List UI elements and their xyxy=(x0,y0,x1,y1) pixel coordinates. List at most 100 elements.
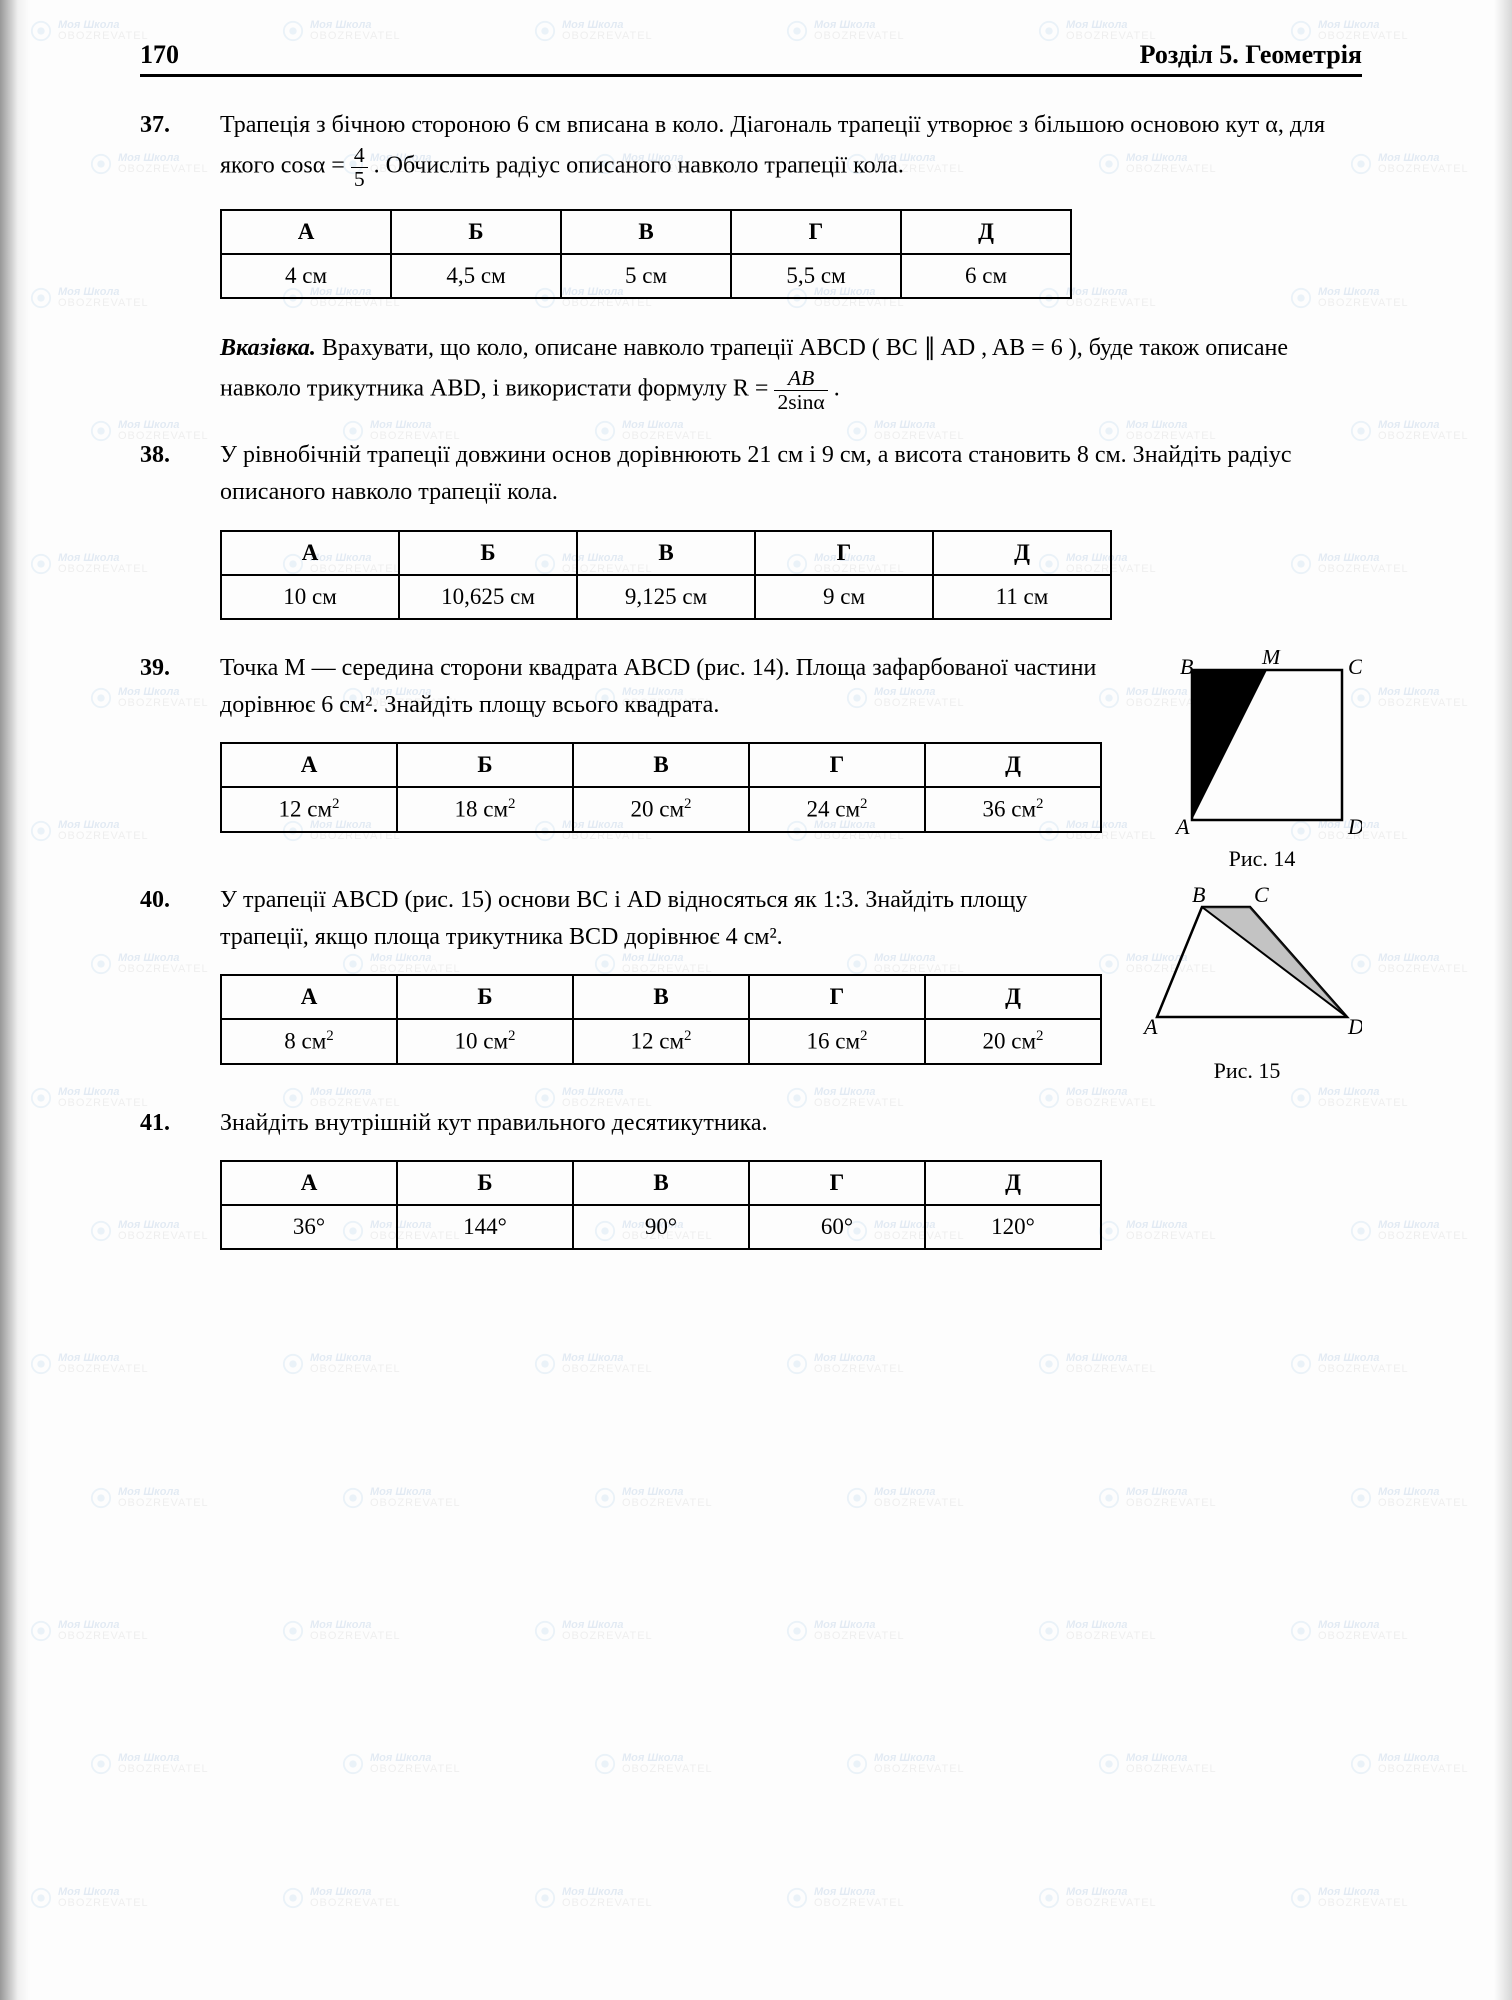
watermark-stamp: Моя ШколаOBOZREVATEL xyxy=(594,1753,713,1775)
answer-header: А xyxy=(221,743,397,787)
problem-text: У трапеції ABCD (рис. 15) основи BC і AD… xyxy=(220,882,1102,956)
watermark-stamp: Моя ШколаOBOZREVATEL xyxy=(90,1753,209,1775)
watermark-stamp: Моя ШколаOBOZREVATEL xyxy=(342,1487,461,1509)
answer-cell: 4 см xyxy=(221,254,391,298)
answer-cell: 10 см xyxy=(221,575,399,619)
problem-text: У рівнобічній трапеції довжини основ дор… xyxy=(220,437,1362,511)
answer-cell: 5 см xyxy=(561,254,731,298)
answer-cell: 10,625 см xyxy=(399,575,577,619)
answer-header: Г xyxy=(755,531,933,575)
answer-header: А xyxy=(221,210,391,254)
answer-header: Г xyxy=(749,1161,925,1205)
frac-num: 4 xyxy=(351,144,368,168)
problem-number: 41. xyxy=(140,1105,196,1142)
watermark-stamp: Моя ШколаOBOZREVATEL xyxy=(534,1620,653,1642)
hint-text: Врахувати, що коло, описане навколо трап… xyxy=(220,335,1288,402)
square-diagram-icon: B M C A D xyxy=(1162,650,1362,840)
answer-header: Д xyxy=(933,531,1111,575)
watermark-stamp: Моя ШколаOBOZREVATEL xyxy=(534,1887,653,1909)
hint-text: . xyxy=(834,376,840,402)
answer-table-37: АБВГД4 см4,5 см5 см5,5 см6 см xyxy=(220,209,1072,299)
problem-38: 38. У рівнобічній трапеції довжини основ… xyxy=(140,437,1362,511)
answer-header: Б xyxy=(397,1161,573,1205)
fraction: 4 5 xyxy=(351,144,368,190)
frac-den: 5 xyxy=(351,168,368,191)
watermark-stamp: Моя ШколаOBOZREVATEL xyxy=(1290,1620,1409,1642)
watermark-stamp: Моя ШколаOBOZREVATEL xyxy=(1350,1487,1469,1509)
answer-header: В xyxy=(561,210,731,254)
watermark-stamp: Моя ШколаOBOZREVATEL xyxy=(90,1487,209,1509)
problem-text: Трапеція з бічною стороною 6 см вписана … xyxy=(220,107,1362,191)
answer-header: Б xyxy=(397,975,573,1019)
text-part: . Обчисліть радіус описаного навколо тра… xyxy=(374,153,904,179)
watermark-stamp: Моя ШколаOBOZREVATEL xyxy=(30,1620,149,1642)
watermark-stamp: Моя ШколаOBOZREVATEL xyxy=(1098,1487,1217,1509)
vertex-label: C xyxy=(1348,654,1362,679)
answer-header: Д xyxy=(925,1161,1101,1205)
problem-number: 37. xyxy=(140,107,196,191)
problem-number: 40. xyxy=(140,882,196,956)
vertex-label: M xyxy=(1261,650,1282,669)
answer-table-39: АБВГД12 см218 см220 см224 см236 см2 xyxy=(220,742,1102,833)
watermark-stamp: Моя ШколаOBOZREVATEL xyxy=(786,1620,905,1642)
vertex-label: B xyxy=(1180,654,1193,679)
vertex-label: D xyxy=(1347,1014,1362,1039)
answer-header: Б xyxy=(391,210,561,254)
answer-cell: 90° xyxy=(573,1205,749,1249)
watermark-stamp: Моя ШколаOBOZREVATEL xyxy=(1350,1753,1469,1775)
problem-text: Точка M — середина сторони квадрата ABCD… xyxy=(220,650,1132,724)
figure-caption: Рис. 14 xyxy=(1162,846,1362,872)
watermark-stamp: Моя ШколаOBOZREVATEL xyxy=(846,1487,965,1509)
answer-cell: 36° xyxy=(221,1205,397,1249)
figure-14: B M C A D Рис. 14 xyxy=(1162,650,1362,872)
problem-40: 40. У трапеції ABCD (рис. 15) основи BC … xyxy=(140,882,1102,956)
answer-header: В xyxy=(573,1161,749,1205)
answer-cell: 144° xyxy=(397,1205,573,1249)
fraction: AB 2sinα xyxy=(774,367,827,413)
answer-header: Д xyxy=(925,975,1101,1019)
answer-cell: 6 см xyxy=(901,254,1071,298)
answer-header: Б xyxy=(399,531,577,575)
watermark-stamp: Моя ШколаOBOZREVATEL xyxy=(1038,1887,1157,1909)
answer-header: Б xyxy=(397,743,573,787)
problem-number: 38. xyxy=(140,437,196,511)
answer-cell: 9,125 см xyxy=(577,575,755,619)
watermark-stamp: Моя ШколаOBOZREVATEL xyxy=(786,1887,905,1909)
answer-header: Г xyxy=(749,975,925,1019)
figure-caption: Рис. 15 xyxy=(1132,1058,1362,1084)
answer-header: Г xyxy=(749,743,925,787)
trapezoid-diagram-icon: B C A D xyxy=(1132,882,1362,1052)
answer-cell: 20 см2 xyxy=(925,1019,1101,1064)
answer-cell: 20 см2 xyxy=(573,787,749,832)
section-title: Розділ 5. Геометрія xyxy=(1140,40,1362,70)
answer-cell: 18 см2 xyxy=(397,787,573,832)
answer-table-38: АБВГД10 см10,625 см9,125 см9 см11 см xyxy=(220,530,1112,620)
problem-39-row: 39. Точка M — середина сторони квадрата … xyxy=(140,650,1362,872)
vertex-label: C xyxy=(1254,882,1269,907)
watermark-stamp: Моя ШколаOBOZREVATEL xyxy=(1290,1887,1409,1909)
answer-cell: 120° xyxy=(925,1205,1101,1249)
answer-header: А xyxy=(221,1161,397,1205)
problem-40-row: 40. У трапеції ABCD (рис. 15) основи BC … xyxy=(140,882,1362,1095)
problem-number: 39. xyxy=(140,650,196,724)
problem-37: 37. Трапеція з бічною стороною 6 см впис… xyxy=(140,107,1362,191)
answer-cell: 9 см xyxy=(755,575,933,619)
page-content: 170 Розділ 5. Геометрія 37. Трапеція з б… xyxy=(0,0,1512,1360)
watermark-stamp: Моя ШколаOBOZREVATEL xyxy=(30,1887,149,1909)
problem-41: 41. Знайдіть внутрішній кут правильного … xyxy=(140,1105,1362,1142)
answer-cell: 60° xyxy=(749,1205,925,1249)
answer-cell: 16 см2 xyxy=(749,1019,925,1064)
watermark-stamp: Моя ШколаOBOZREVATEL xyxy=(342,1753,461,1775)
answer-header: В xyxy=(573,743,749,787)
frac-den: 2sinα xyxy=(774,391,827,414)
answer-table-41: АБВГД 36°144°90°60°120° xyxy=(220,1160,1102,1250)
answer-cell: 8 см2 xyxy=(221,1019,397,1064)
answer-header: В xyxy=(577,531,755,575)
answer-header: Д xyxy=(901,210,1071,254)
vertex-label: D xyxy=(1347,814,1362,839)
page-header: 170 Розділ 5. Геометрія xyxy=(140,40,1362,77)
answer-cell: 36 см2 xyxy=(925,787,1101,832)
problem-text: Знайдіть внутрішній кут правильного деся… xyxy=(220,1105,1362,1142)
frac-num: AB xyxy=(774,367,827,391)
answer-header: Г xyxy=(731,210,901,254)
